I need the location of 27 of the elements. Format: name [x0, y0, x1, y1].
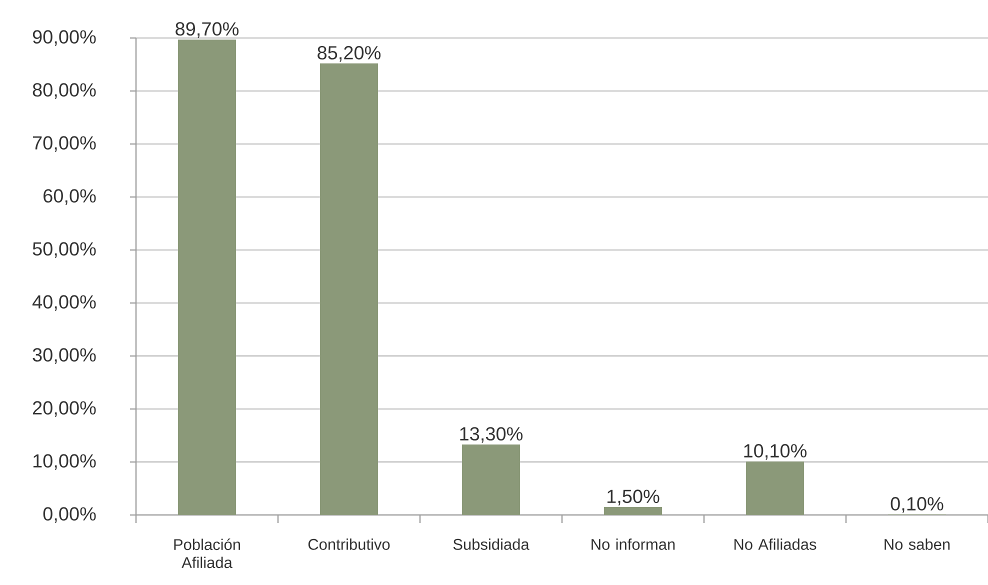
bar — [604, 507, 662, 515]
y-tick-label: 70,00% — [33, 136, 96, 152]
x-tick-label: No saben — [884, 538, 950, 550]
y-tick-label: 80,00% — [32, 83, 96, 99]
bar — [462, 444, 520, 515]
data-label: 1,50% — [608, 490, 660, 506]
data-label: 89,70% — [176, 22, 239, 38]
data-label: 0,10% — [890, 497, 944, 513]
x-tick-label: Subsidiada — [453, 538, 530, 550]
y-tick-label: 60,0% — [44, 189, 96, 205]
data-label: 13,30% — [460, 427, 523, 443]
y-tick-label: 0,00% — [43, 507, 96, 523]
x-tick-label: Población Afiliada — [174, 538, 240, 568]
x-tick-label: Contributivo — [308, 538, 390, 550]
bar — [320, 63, 378, 515]
y-tick-label: 20,00% — [32, 401, 96, 417]
data-label: 85,20% — [318, 46, 381, 62]
y-tick-label: 40,00% — [32, 295, 96, 311]
data-label: 10,10% — [744, 444, 807, 460]
bar — [178, 40, 236, 515]
bar — [746, 461, 804, 515]
y-tick-label: 50,00% — [32, 242, 96, 258]
x-tick-label: No informan — [592, 538, 675, 550]
y-tick-label: 90,00% — [32, 30, 96, 46]
y-tick-label: 30,00% — [32, 348, 96, 364]
y-tick-label: 10,00% — [33, 454, 96, 470]
x-tick-label: No Afiliadas — [734, 538, 816, 550]
